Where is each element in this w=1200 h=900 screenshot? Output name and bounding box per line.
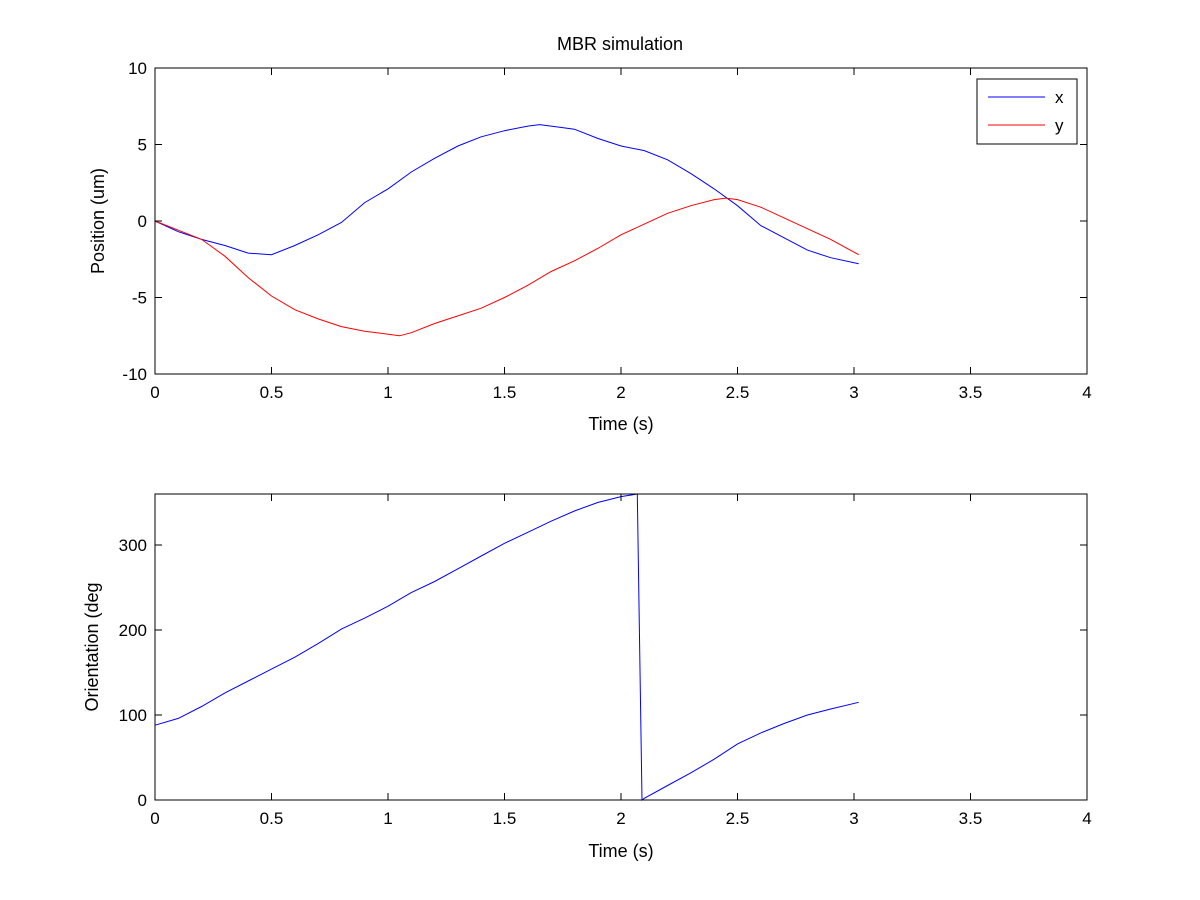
position-y-axis-label: Position (um) — [88, 168, 108, 274]
position-x-tick-label: 2.5 — [726, 383, 750, 402]
position-x-tick-label: 0.5 — [260, 383, 284, 402]
orientation-x-tick-label: 2.5 — [726, 809, 750, 828]
position-y-tick-label: 10 — [128, 59, 147, 78]
position-x-tick-label: 4 — [1082, 383, 1091, 402]
position-y-tick-label: 5 — [138, 136, 147, 155]
legend-box — [976, 78, 1078, 145]
position-x-tick-label: 3.5 — [959, 383, 983, 402]
legend-y-label: y — [1055, 116, 1064, 135]
position-series-lines — [154, 124, 859, 337]
orientation-y-tick-label: 200 — [119, 621, 147, 640]
series-x-line — [154, 124, 859, 265]
orientation-x-tick-label: 1 — [383, 809, 392, 828]
position-x-tick-label: 0 — [150, 383, 159, 402]
orientation-ticks: 0 0.5 1 1.5 2 2.5 3 3.5 4 0 100 200 300 — [119, 494, 1092, 828]
orientation-x-tick-label: 1.5 — [493, 809, 517, 828]
position-x-tick-label: 1.5 — [493, 383, 517, 402]
position-x-axis-label: Time (s) — [588, 414, 653, 434]
position-x-tick-label: 2 — [616, 383, 625, 402]
orientation-x-axis-label: Time (s) — [588, 841, 653, 861]
position-ticks: 0 0.5 1 1.5 2 2.5 3 3.5 4 -10 -5 0 5 10 — [122, 59, 1091, 402]
position-subplot: MBR simulation 0 0.5 1 1.5 2 2.5 3 3.5 4 -10 -5 0 5 1… — [88, 34, 1092, 434]
legend: x y — [976, 78, 1078, 145]
orientation-subplot: 0 0.5 1 1.5 2 2.5 3 3.5 4 0 100 200 300 Time (s) Ori… — [82, 493, 1092, 861]
orientation-y-tick-label: 100 — [119, 706, 147, 725]
position-y-tick-label: 0 — [138, 212, 147, 231]
orientation-series-line — [154, 493, 859, 801]
chart-title: MBR simulation — [557, 34, 683, 54]
orientation-x-tick-label: 2 — [616, 809, 625, 828]
orientation-y-tick-label: 300 — [119, 536, 147, 555]
orientation-x-tick-label: 3.5 — [959, 809, 983, 828]
orientation-x-tick-label: 0 — [150, 809, 159, 828]
orientation-x-tick-label: 4 — [1082, 809, 1091, 828]
orientation-x-tick-label: 3 — [849, 809, 858, 828]
series-y-line — [154, 197, 859, 337]
orientation-series-line — [154, 493, 859, 801]
orientation-x-tick-label: 0.5 — [260, 809, 284, 828]
position-y-tick-label: -10 — [122, 365, 147, 384]
position-y-tick-label: -5 — [132, 289, 147, 308]
position-x-tick-label: 3 — [849, 383, 858, 402]
legend-x-label: x — [1055, 88, 1064, 107]
orientation-y-axis-label: Orientation (deg — [82, 582, 102, 711]
orientation-y-tick-label: 0 — [138, 791, 147, 810]
position-x-tick-label: 1 — [383, 383, 392, 402]
